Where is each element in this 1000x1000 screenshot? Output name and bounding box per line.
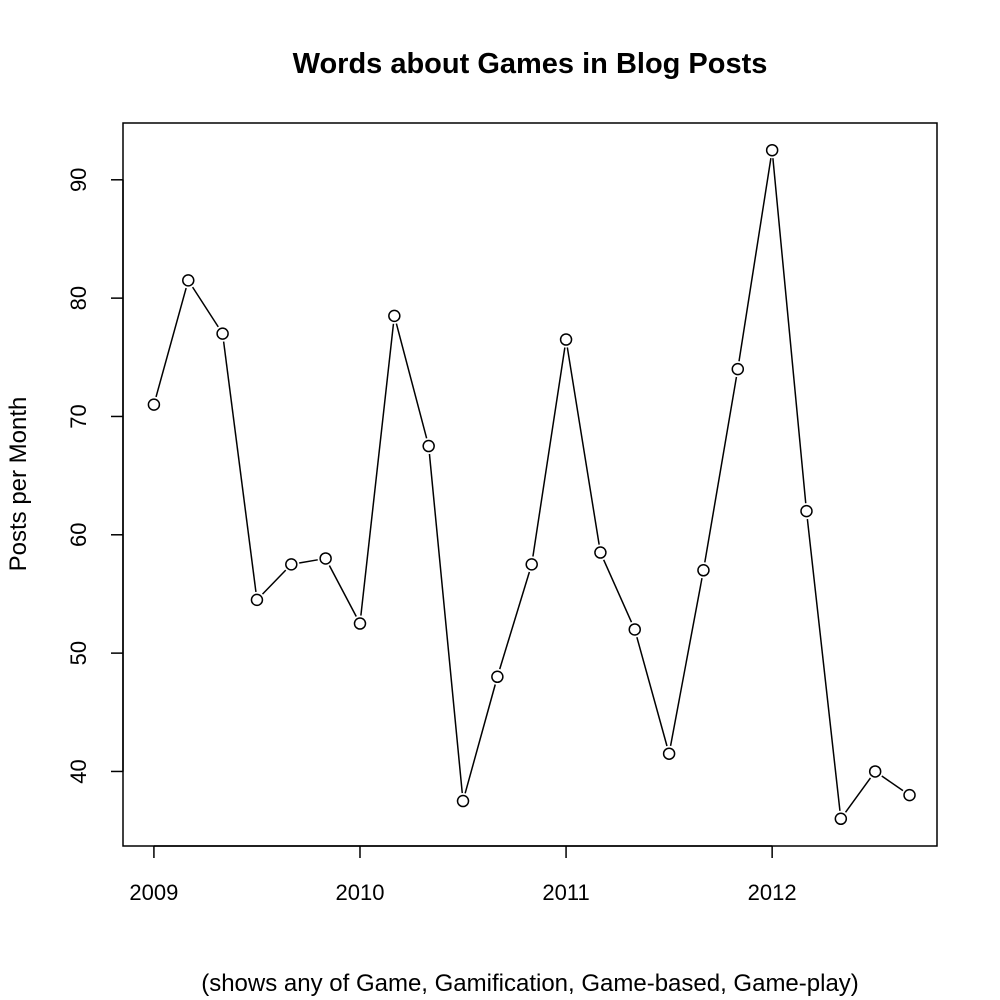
plot-frame: [122, 122, 938, 847]
data-point: [182, 274, 195, 287]
data-point: [594, 546, 607, 559]
x-axis: 2009 2010 2011 2012: [129, 845, 797, 905]
series-segment: [636, 636, 668, 747]
series-segment: [881, 775, 904, 792]
data-point: [353, 617, 367, 630]
data-point: [834, 812, 848, 826]
data-point: [697, 564, 710, 577]
data-point: [285, 558, 298, 571]
series-segment: [395, 323, 428, 439]
series-segment: [428, 453, 464, 794]
data-point: [319, 552, 332, 565]
series-segment: [360, 323, 395, 616]
series-segment: [602, 559, 633, 623]
series-segment: [328, 565, 357, 617]
data-point: [491, 670, 504, 684]
series-segment: [532, 347, 566, 557]
series-segment: [566, 347, 600, 545]
series-segment: [191, 286, 219, 328]
data-point: [559, 333, 573, 346]
series-line: [155, 158, 904, 813]
data-point: [662, 747, 676, 760]
y-tick-label: 70: [66, 404, 91, 428]
series-segment: [704, 376, 738, 563]
chart-title: Words about Games in Blog Posts: [293, 48, 768, 80]
data-point: [765, 143, 779, 157]
data-point: [250, 593, 264, 607]
data-point: [868, 765, 882, 778]
data-point: [388, 309, 401, 323]
series-segment: [261, 569, 287, 595]
series-segment: [844, 777, 872, 813]
x-tick-label: 2011: [542, 880, 589, 905]
x-tick-label: 2012: [748, 880, 797, 905]
data-point: [216, 327, 229, 340]
series-segment: [738, 158, 772, 362]
data-point: [422, 439, 435, 453]
series-segment: [464, 684, 496, 794]
y-tick-label: 40: [66, 759, 91, 783]
y-tick-label: 60: [66, 523, 91, 547]
y-axis: 40 50 60 70 80 90: [66, 168, 124, 784]
series-segment: [299, 559, 318, 564]
y-tick-label: 50: [66, 641, 91, 665]
x-tick-label: 2010: [336, 880, 385, 905]
data-point: [456, 794, 470, 808]
series-segment: [669, 578, 703, 746]
y-axis-label: Posts per Month: [5, 397, 32, 572]
data-point: [525, 558, 538, 571]
data-point: [800, 504, 813, 518]
series-segment: [222, 341, 257, 593]
y-tick-label: 80: [66, 286, 91, 310]
series-segment: [806, 518, 841, 811]
x-axis-label: (shows any of Game, Gamification, Game-b…: [201, 970, 859, 997]
x-tick-label: 2009: [129, 880, 178, 905]
data-point: [731, 362, 745, 376]
y-tick-label: 90: [66, 168, 91, 192]
series-segment: [772, 158, 807, 504]
series-segment: [155, 287, 187, 398]
series-segment: [498, 571, 531, 670]
data-point: [628, 623, 641, 636]
series-points: [147, 143, 916, 826]
data-point: [147, 398, 161, 411]
data-point: [903, 788, 916, 802]
